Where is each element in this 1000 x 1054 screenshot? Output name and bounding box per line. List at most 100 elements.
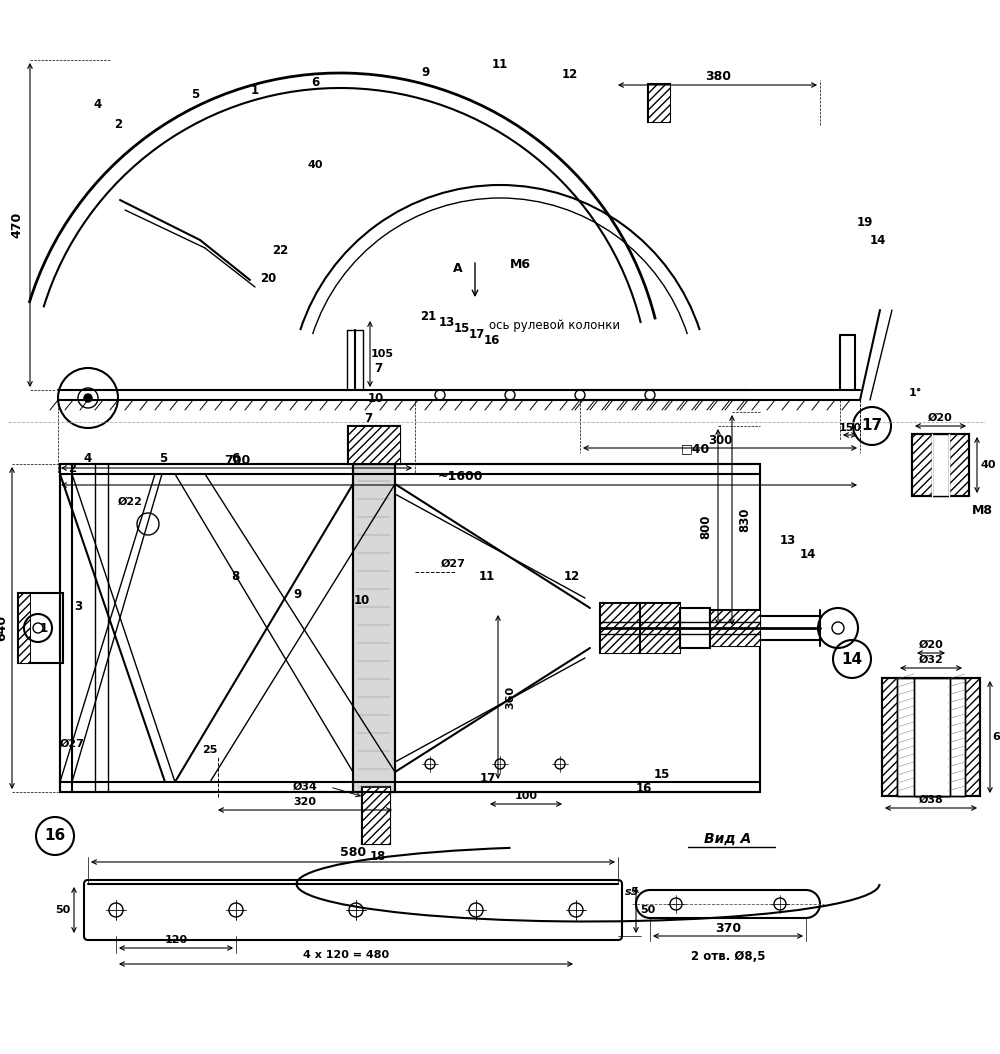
Bar bbox=[710, 610, 760, 646]
Text: 3: 3 bbox=[74, 601, 82, 613]
Text: 40: 40 bbox=[980, 460, 996, 470]
Text: 12: 12 bbox=[562, 69, 578, 81]
Text: ось рулевой колонки: ось рулевой колонки bbox=[489, 318, 621, 332]
Text: 11: 11 bbox=[492, 59, 508, 72]
Text: □40: □40 bbox=[680, 443, 710, 455]
Text: 13: 13 bbox=[439, 316, 455, 330]
Text: 10: 10 bbox=[368, 391, 384, 405]
Text: 5: 5 bbox=[159, 452, 167, 466]
Bar bbox=[348, 426, 400, 464]
Text: 5: 5 bbox=[191, 89, 199, 101]
Text: 14: 14 bbox=[841, 651, 863, 666]
Bar bbox=[914, 678, 950, 796]
Text: Ø27: Ø27 bbox=[60, 739, 84, 749]
Text: 17: 17 bbox=[480, 773, 496, 785]
Text: Ø22: Ø22 bbox=[118, 497, 142, 507]
Text: 4 x 120 = 480: 4 x 120 = 480 bbox=[303, 950, 389, 960]
Text: 15: 15 bbox=[454, 323, 470, 335]
Bar bbox=[348, 426, 400, 464]
Bar bbox=[912, 434, 969, 496]
Text: 830: 830 bbox=[738, 508, 752, 532]
Text: 300: 300 bbox=[708, 433, 732, 447]
Text: Вид А: Вид А bbox=[704, 832, 752, 846]
Text: 50: 50 bbox=[640, 905, 656, 915]
Text: 7: 7 bbox=[364, 412, 372, 426]
Text: 16: 16 bbox=[484, 334, 500, 348]
Text: 21: 21 bbox=[420, 311, 436, 324]
Text: 15: 15 bbox=[654, 767, 670, 781]
Text: 8: 8 bbox=[231, 570, 239, 584]
Bar bbox=[362, 787, 390, 844]
Text: 1: 1 bbox=[251, 83, 259, 97]
Text: 9: 9 bbox=[421, 65, 429, 78]
Text: 13: 13 bbox=[780, 533, 796, 547]
Text: 4: 4 bbox=[84, 452, 92, 466]
Bar bbox=[353, 464, 395, 792]
Bar bbox=[362, 787, 390, 844]
Text: 320: 320 bbox=[294, 797, 316, 807]
Text: 25: 25 bbox=[202, 745, 218, 755]
Text: 580: 580 bbox=[340, 846, 366, 859]
Text: 370: 370 bbox=[715, 921, 741, 935]
Text: 65: 65 bbox=[992, 731, 1000, 742]
Text: 1: 1 bbox=[40, 622, 48, 635]
Text: 150: 150 bbox=[838, 423, 862, 433]
Text: Ø38: Ø38 bbox=[919, 795, 943, 805]
FancyBboxPatch shape bbox=[84, 880, 622, 940]
Text: 20: 20 bbox=[260, 272, 276, 285]
Text: 50: 50 bbox=[55, 905, 71, 915]
Bar bbox=[680, 608, 710, 648]
Bar bbox=[18, 593, 63, 663]
Text: Ø32: Ø32 bbox=[919, 655, 943, 665]
Text: 700: 700 bbox=[224, 453, 250, 467]
Text: A: A bbox=[453, 261, 463, 274]
Text: 18: 18 bbox=[370, 851, 386, 863]
Bar bbox=[600, 603, 640, 653]
Text: 17: 17 bbox=[861, 418, 883, 433]
Text: 10: 10 bbox=[354, 593, 370, 606]
Bar bbox=[710, 610, 760, 646]
Text: 800: 800 bbox=[700, 514, 712, 540]
Text: Ø20: Ø20 bbox=[919, 640, 943, 650]
Bar bbox=[640, 603, 680, 653]
Text: 100: 100 bbox=[514, 790, 538, 801]
Text: М6: М6 bbox=[510, 258, 530, 272]
Text: 640: 640 bbox=[0, 614, 8, 641]
Text: 6: 6 bbox=[231, 452, 239, 466]
Bar bbox=[932, 434, 949, 496]
Bar bbox=[897, 678, 965, 796]
Bar bbox=[18, 593, 30, 663]
Text: 7: 7 bbox=[374, 362, 382, 374]
Bar bbox=[648, 84, 670, 122]
Text: 14: 14 bbox=[870, 234, 886, 247]
Text: 1°: 1° bbox=[908, 388, 922, 398]
Bar bbox=[600, 603, 640, 653]
Bar bbox=[362, 787, 390, 844]
Bar bbox=[640, 603, 680, 653]
Circle shape bbox=[84, 394, 92, 402]
Bar bbox=[912, 434, 969, 496]
Text: s5: s5 bbox=[625, 887, 639, 897]
Text: Ø27: Ø27 bbox=[441, 559, 465, 569]
Text: 360: 360 bbox=[505, 685, 515, 708]
Text: М8: М8 bbox=[972, 505, 992, 518]
Text: 40: 40 bbox=[307, 160, 323, 170]
Text: 19: 19 bbox=[857, 215, 873, 229]
Text: 17: 17 bbox=[469, 329, 485, 341]
Bar bbox=[932, 434, 949, 496]
Text: 11: 11 bbox=[479, 570, 495, 584]
Text: 16: 16 bbox=[636, 782, 652, 796]
Text: 105: 105 bbox=[370, 349, 394, 359]
Text: 4: 4 bbox=[94, 98, 102, 112]
Text: ~1600: ~1600 bbox=[437, 470, 483, 484]
Text: Ø20: Ø20 bbox=[928, 413, 952, 423]
Text: 14: 14 bbox=[800, 547, 816, 561]
Text: 2: 2 bbox=[68, 463, 76, 475]
Text: 120: 120 bbox=[164, 935, 188, 945]
Text: 22: 22 bbox=[272, 243, 288, 256]
Bar bbox=[648, 84, 670, 122]
Text: 2: 2 bbox=[114, 118, 122, 132]
Bar bbox=[882, 678, 980, 796]
Text: 6: 6 bbox=[311, 76, 319, 89]
Bar bbox=[882, 678, 980, 796]
